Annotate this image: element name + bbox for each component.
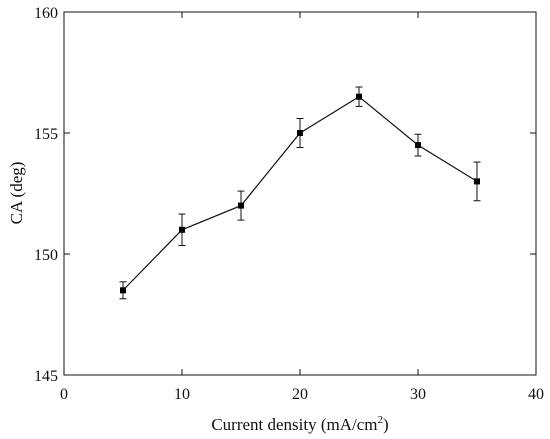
- y-tick-label: 160: [34, 5, 58, 22]
- y-tick-label: 155: [34, 126, 58, 143]
- tick-labels: 0 10 20 30 40 145 150 155 160: [34, 5, 544, 403]
- x-axis-title-superscript: 2: [378, 414, 384, 426]
- data-point: [120, 287, 126, 294]
- y-tick-label: 150: [34, 247, 58, 264]
- data-point: [297, 130, 303, 136]
- x-tick-label: 30: [410, 386, 426, 403]
- y-axis-title: CA (deg): [7, 162, 26, 225]
- x-tick-label: 20: [292, 386, 308, 403]
- axis-ticks: [63, 11, 537, 376]
- x-axis-title: Current density (mA/cm2): [211, 414, 388, 434]
- data-marks: [119, 86, 481, 300]
- data-point: [415, 142, 421, 149]
- x-tick-label: 40: [528, 386, 544, 403]
- data-point: [179, 226, 185, 233]
- data-point: [238, 202, 244, 209]
- y-tick-label: 145: [34, 368, 58, 385]
- x-tick-label: 10: [174, 386, 190, 403]
- plot-frame: [63, 11, 537, 376]
- data-point: [356, 93, 362, 100]
- data-point: [474, 178, 480, 185]
- x-tick-label: 0: [60, 386, 68, 403]
